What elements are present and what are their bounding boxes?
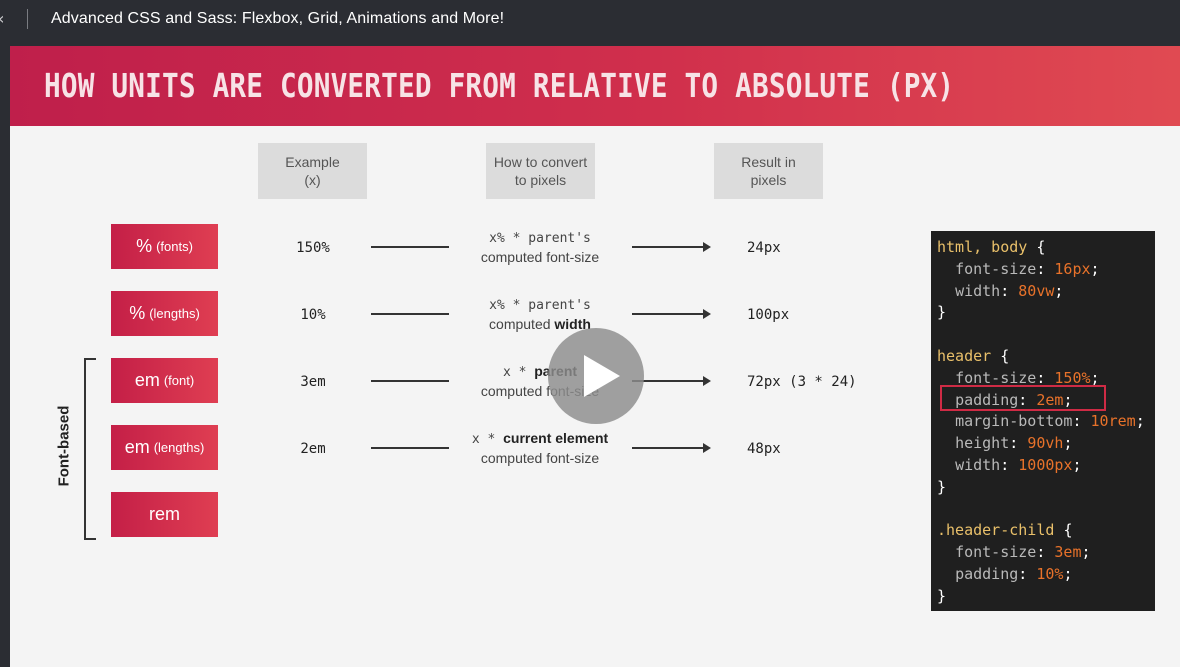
font-based-label: Font-based xyxy=(55,405,73,487)
example-value: 10% xyxy=(300,307,326,323)
column-header-how: How to convert to pixels xyxy=(486,143,595,199)
arrow-right-icon xyxy=(632,309,711,319)
unit-box-rem: rem xyxy=(111,492,218,537)
column-header-result: Result in pixels xyxy=(714,143,823,199)
arrow-right-icon xyxy=(632,376,711,386)
result-value: 24px xyxy=(747,240,781,256)
slide-banner: HOW UNITS ARE CONVERTED FROM RELATIVE TO… xyxy=(10,46,1180,126)
arrow-right-icon xyxy=(632,443,711,453)
conversion-formula: x% * parent's computed font-size xyxy=(480,231,600,265)
unit-box-percent-fonts: % (fonts) xyxy=(111,224,218,269)
result-value: 100px xyxy=(747,307,790,323)
connector-line xyxy=(371,447,449,449)
slide-heading: HOW UNITS ARE CONVERTED FROM RELATIVE TO… xyxy=(44,66,955,105)
conversion-formula: x% * parent's computed width xyxy=(489,298,591,332)
back-icon[interactable]: ‹ xyxy=(0,9,4,28)
video-slide[interactable]: HOW UNITS ARE CONVERTED FROM RELATIVE TO… xyxy=(10,46,1180,667)
code-panel: html, body { font-size: 16px; width: 80v… xyxy=(931,231,1155,611)
result-value: 48px xyxy=(747,441,781,457)
arrow-right-icon xyxy=(632,242,711,252)
example-value: 2em xyxy=(300,441,326,457)
play-icon[interactable] xyxy=(548,328,644,424)
padding-highlight-box xyxy=(940,385,1106,411)
unit-box-percent-lengths: % (lengths) xyxy=(111,291,218,336)
column-header-example: Example (x) xyxy=(258,143,367,199)
connector-line xyxy=(371,313,449,315)
course-title: Advanced CSS and Sass: Flexbox, Grid, An… xyxy=(51,10,505,27)
conversion-formula: x * current element computed font-size xyxy=(471,430,609,466)
example-value: 150% xyxy=(296,240,330,256)
unit-box-em-font: em (font) xyxy=(111,358,218,403)
connector-line xyxy=(371,246,449,248)
connector-line xyxy=(371,380,449,382)
unit-box-em-lengths: em (lengths) xyxy=(111,425,218,470)
example-value: 3em xyxy=(300,374,326,390)
divider xyxy=(27,9,28,29)
top-bar: ‹ Advanced CSS and Sass: Flexbox, Grid, … xyxy=(0,0,1180,39)
result-value: 72px (3 * 24) xyxy=(747,374,857,390)
font-based-bracket xyxy=(84,358,96,540)
